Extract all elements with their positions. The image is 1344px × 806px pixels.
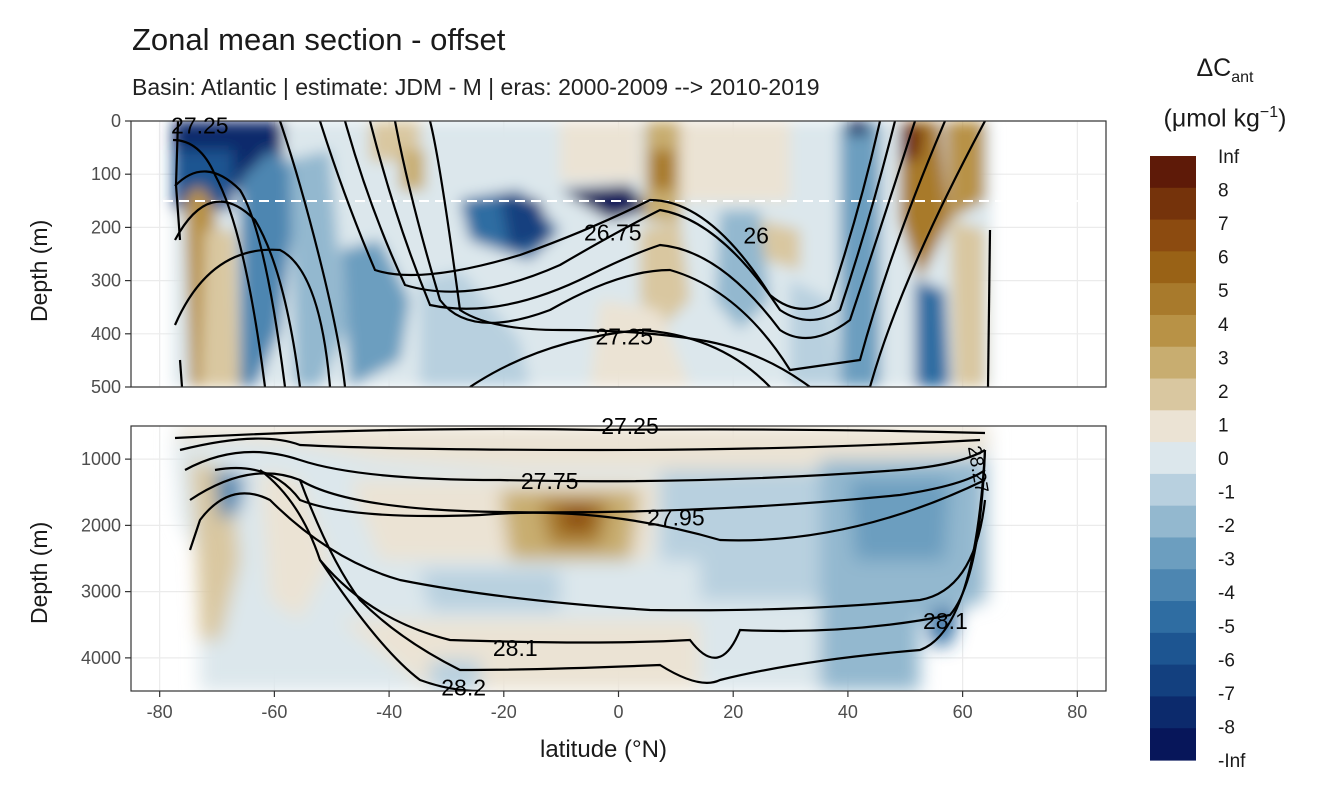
x-tick-label: 0	[613, 702, 623, 722]
legend-label: 8	[1218, 181, 1229, 202]
legend-label: -5	[1218, 617, 1235, 638]
x-axis-label: latitude (°N)	[540, 736, 667, 763]
legend-label: -3	[1218, 550, 1235, 571]
contour-label: 26.75	[584, 220, 642, 246]
legend-swatch	[1150, 696, 1196, 729]
upper-contours	[172, 121, 992, 387]
legend-label: -2	[1218, 516, 1235, 537]
y-tick-label: 4000	[81, 648, 121, 668]
legend-swatch	[1150, 442, 1196, 475]
y-tick-label: 200	[91, 217, 121, 237]
contour-label: 27.75	[521, 468, 579, 494]
contour-label: 27.25	[595, 323, 653, 349]
y-tick-label: 500	[91, 377, 121, 397]
legend-label: 7	[1218, 214, 1229, 235]
y-tick-label: 2000	[81, 515, 121, 535]
upper-panel-border	[130, 120, 1107, 388]
legend-label: 1	[1218, 415, 1229, 436]
legend-label: -7	[1218, 684, 1235, 705]
upper-field	[131, 121, 1106, 387]
legend-swatch	[1150, 569, 1196, 602]
chart-subtitle: Basin: Atlantic | estimate: JDM - M | er…	[132, 74, 820, 100]
legend-swatch	[1150, 410, 1196, 443]
legend-title: ΔCant	[1196, 54, 1254, 86]
legend-label: 4	[1218, 315, 1229, 336]
contour-label: 27.25	[171, 112, 229, 138]
x-tick-label: -60	[261, 702, 287, 722]
lower-contours	[174, 427, 987, 691]
legend-swatch	[1150, 664, 1196, 698]
y-tick-label: 3000	[81, 582, 121, 602]
legend-swatch	[1150, 156, 1196, 189]
legend-unit: (μmol kg−1)	[1163, 104, 1287, 133]
legend-swatch	[1150, 251, 1196, 284]
legend-label: -4	[1218, 583, 1235, 604]
legend-swatch	[1150, 537, 1196, 570]
legend-swatch	[1150, 283, 1196, 316]
upper-y-ticks: 0 100 200 300 400 500	[91, 111, 131, 397]
legend-label: 0	[1218, 449, 1229, 470]
y-tick-label: 400	[91, 324, 121, 344]
legend-label: -1	[1218, 483, 1235, 504]
x-tick-label: -80	[147, 702, 173, 722]
x-tick-label: 60	[953, 702, 973, 722]
upper-contour-labels: 27.25 26.75 26 27.25	[171, 112, 769, 349]
contour-label: 26	[743, 222, 769, 248]
legend-swatch	[1150, 601, 1196, 634]
legend-swatch	[1150, 505, 1196, 539]
legend-swatch	[1150, 378, 1196, 411]
legend-swatch	[1150, 728, 1196, 761]
y-tick-label: 100	[91, 164, 121, 184]
legend-label: -8	[1218, 717, 1235, 738]
contour-label: 28.1	[923, 608, 968, 634]
contour-label: 28.2	[441, 675, 486, 701]
contour-label: 28.1	[493, 635, 538, 661]
legend-swatch	[1150, 346, 1196, 380]
legend-swatch	[1150, 473, 1196, 507]
legend-label: 3	[1218, 348, 1229, 369]
legend-swatch	[1150, 187, 1196, 221]
x-tick-label: 20	[723, 702, 743, 722]
legend-label: -Inf	[1218, 751, 1246, 772]
y-tick-label: 300	[91, 271, 121, 291]
legend-swatch	[1150, 632, 1196, 666]
legend-label: Inf	[1218, 147, 1240, 168]
lower-y-ticks: 1000 2000 3000 4000	[81, 449, 131, 668]
legend-label: 5	[1218, 281, 1229, 302]
legend-swatch	[1150, 219, 1196, 252]
contour-label: 27.25	[601, 413, 659, 439]
legend-label: -6	[1218, 650, 1235, 671]
contour-label: 27.95	[647, 504, 705, 530]
x-tick-label: 40	[838, 702, 858, 722]
legend-label: 2	[1218, 382, 1229, 403]
y-tick-label: 0	[111, 111, 121, 131]
y-tick-label: 1000	[81, 449, 121, 469]
chart-title: Zonal mean section - offset	[132, 22, 506, 57]
x-tick-label: -20	[491, 702, 517, 722]
x-tick-label: 80	[1067, 702, 1087, 722]
x-axis-ticks: -80 -60 -40 -20 0 20 40 60 80	[147, 691, 1087, 722]
legend-label: 6	[1218, 248, 1229, 269]
lower-field	[174, 426, 990, 691]
legend-swatch	[1150, 314, 1196, 348]
x-tick-label: -40	[376, 702, 402, 722]
legend-colorbar: Inf 8 7 6 5 4 3 2 1 0 -1 -2 -3 -4 -5 -6 -7 -8 -Inf	[1150, 147, 1246, 772]
